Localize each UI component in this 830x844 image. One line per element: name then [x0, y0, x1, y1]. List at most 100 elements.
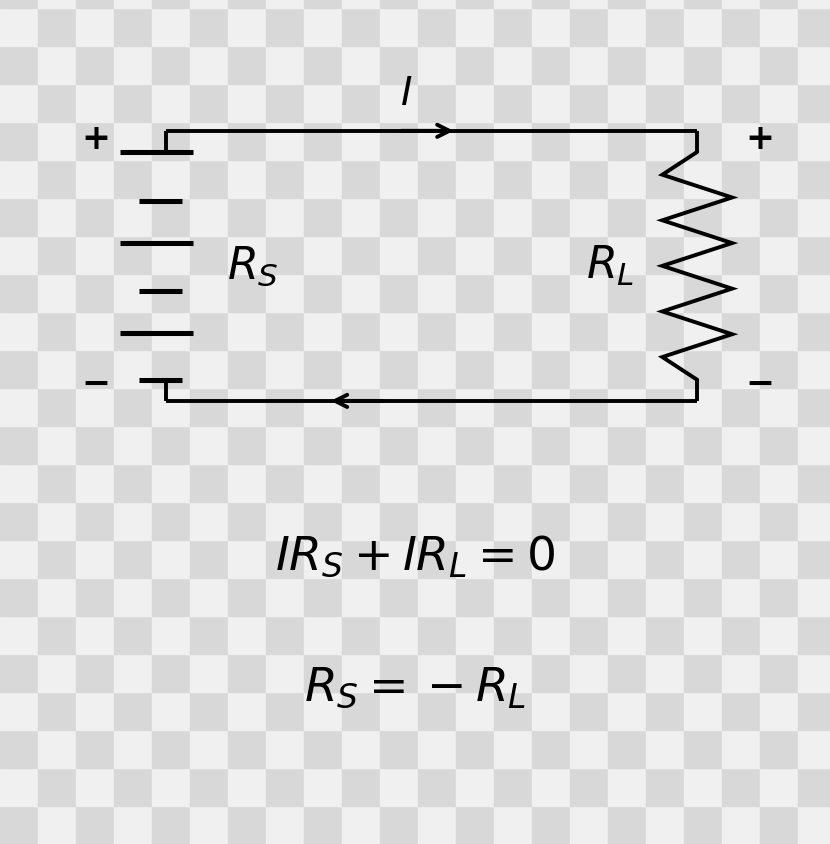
Bar: [418, 46, 456, 84]
Bar: [38, 350, 76, 388]
Bar: [0, 388, 38, 426]
Bar: [380, 84, 418, 122]
Bar: [684, 274, 722, 312]
Bar: [684, 46, 722, 84]
Bar: [494, 160, 532, 198]
Bar: [570, 312, 608, 350]
Bar: [608, 0, 646, 8]
Bar: [760, 806, 798, 844]
Bar: [380, 540, 418, 578]
Bar: [646, 84, 684, 122]
Bar: [304, 540, 342, 578]
Bar: [304, 46, 342, 84]
Bar: [0, 768, 38, 806]
Bar: [532, 350, 570, 388]
Bar: [760, 692, 798, 730]
Bar: [760, 502, 798, 540]
Bar: [722, 540, 760, 578]
Bar: [228, 616, 266, 654]
Bar: [342, 540, 380, 578]
Bar: [684, 578, 722, 616]
Bar: [380, 578, 418, 616]
Bar: [646, 806, 684, 844]
Bar: [722, 8, 760, 46]
Bar: [266, 236, 304, 274]
Bar: [0, 84, 38, 122]
Bar: [304, 160, 342, 198]
Bar: [494, 692, 532, 730]
Bar: [228, 236, 266, 274]
Bar: [266, 692, 304, 730]
Bar: [646, 502, 684, 540]
Bar: [190, 578, 228, 616]
Bar: [266, 350, 304, 388]
Bar: [798, 8, 830, 46]
Bar: [190, 84, 228, 122]
Bar: [342, 0, 380, 8]
Bar: [38, 122, 76, 160]
Bar: [798, 806, 830, 844]
Bar: [342, 350, 380, 388]
Text: $R_L$: $R_L$: [586, 244, 634, 288]
Bar: [456, 654, 494, 692]
Bar: [684, 426, 722, 464]
Bar: [798, 578, 830, 616]
Bar: [646, 388, 684, 426]
Bar: [38, 654, 76, 692]
Bar: [114, 654, 152, 692]
Bar: [266, 426, 304, 464]
Bar: [266, 8, 304, 46]
Bar: [380, 46, 418, 84]
Bar: [0, 502, 38, 540]
Bar: [0, 122, 38, 160]
Bar: [76, 540, 114, 578]
Bar: [114, 578, 152, 616]
Bar: [684, 540, 722, 578]
Bar: [570, 160, 608, 198]
Bar: [494, 388, 532, 426]
Bar: [684, 502, 722, 540]
Bar: [76, 84, 114, 122]
Bar: [798, 654, 830, 692]
Bar: [532, 198, 570, 236]
Bar: [494, 768, 532, 806]
Bar: [228, 730, 266, 768]
Bar: [570, 122, 608, 160]
Bar: [722, 236, 760, 274]
Bar: [304, 84, 342, 122]
Bar: [456, 274, 494, 312]
Bar: [760, 8, 798, 46]
Bar: [798, 274, 830, 312]
Bar: [380, 806, 418, 844]
Bar: [0, 578, 38, 616]
Bar: [114, 198, 152, 236]
Bar: [380, 768, 418, 806]
Bar: [722, 502, 760, 540]
Bar: [76, 692, 114, 730]
Bar: [722, 730, 760, 768]
Bar: [266, 730, 304, 768]
Bar: [570, 730, 608, 768]
Bar: [722, 388, 760, 426]
Bar: [646, 274, 684, 312]
Bar: [76, 312, 114, 350]
Bar: [608, 502, 646, 540]
Bar: [418, 426, 456, 464]
Bar: [532, 768, 570, 806]
Bar: [532, 274, 570, 312]
Bar: [456, 350, 494, 388]
Bar: [684, 730, 722, 768]
Bar: [76, 198, 114, 236]
Bar: [228, 122, 266, 160]
Bar: [114, 236, 152, 274]
Bar: [190, 350, 228, 388]
Bar: [608, 274, 646, 312]
Bar: [228, 8, 266, 46]
Bar: [570, 654, 608, 692]
Bar: [114, 464, 152, 502]
Bar: [532, 312, 570, 350]
Bar: [418, 692, 456, 730]
Bar: [418, 160, 456, 198]
Bar: [456, 426, 494, 464]
Bar: [570, 236, 608, 274]
